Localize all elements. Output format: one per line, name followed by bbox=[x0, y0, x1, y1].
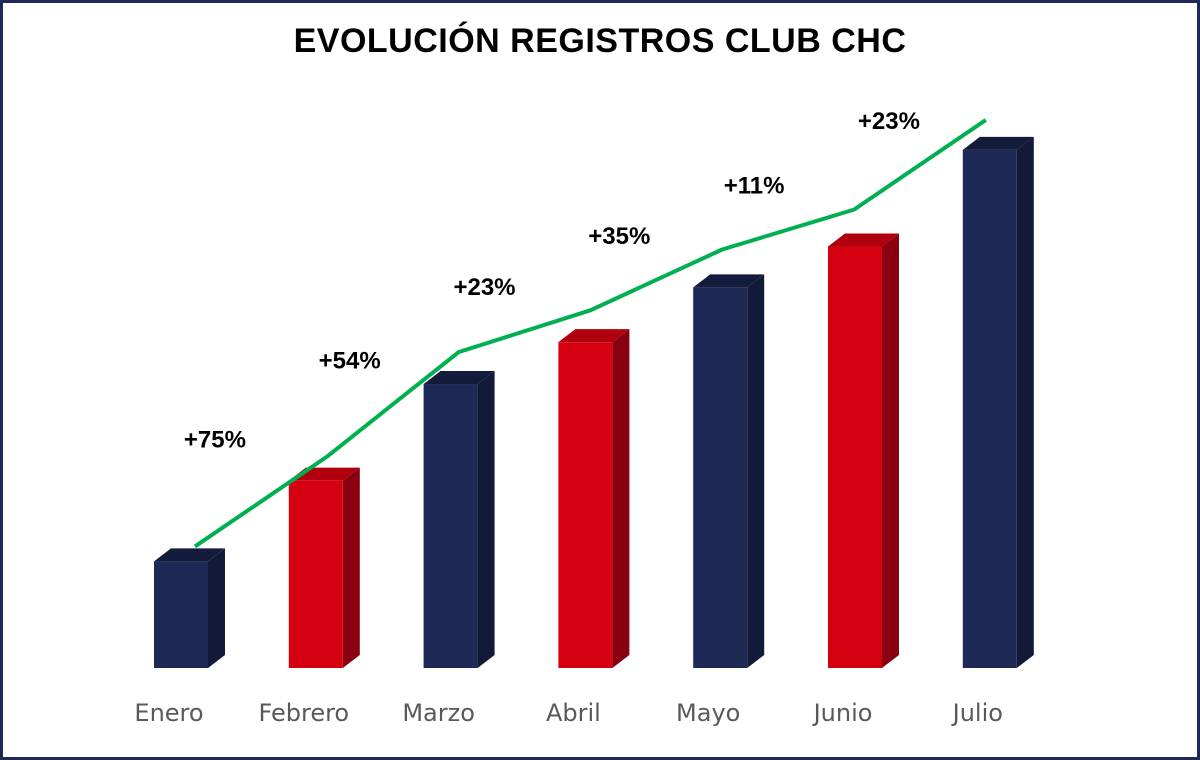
bar-side bbox=[612, 329, 630, 668]
category-labels-group: Enero Febrero Marzo Abril Mayo Junio Julio bbox=[134, 699, 1003, 727]
bar-top bbox=[962, 136, 1034, 150]
bar-top bbox=[154, 548, 225, 562]
bar-enero bbox=[154, 548, 225, 668]
growth-label: +23% bbox=[453, 274, 515, 301]
category-label: Febrero bbox=[258, 699, 349, 727]
bar-side bbox=[1016, 136, 1034, 668]
trend-line bbox=[193, 118, 987, 549]
bar-side bbox=[747, 274, 765, 668]
bar-abril bbox=[558, 329, 630, 668]
bar-front bbox=[962, 149, 1017, 668]
bar-top bbox=[423, 371, 495, 385]
growth-label: +35% bbox=[588, 223, 650, 250]
category-label: Junio bbox=[812, 699, 873, 727]
category-label: Mayo bbox=[676, 699, 740, 727]
bar-top bbox=[828, 233, 899, 247]
growth-label: +54% bbox=[319, 347, 381, 374]
bar-side bbox=[208, 548, 225, 668]
growth-label: +11% bbox=[724, 173, 785, 200]
category-label: Julio bbox=[951, 699, 1003, 727]
bar-front bbox=[154, 561, 208, 668]
bar-front bbox=[423, 384, 478, 668]
bar-front bbox=[558, 342, 613, 668]
bar-top bbox=[558, 329, 630, 343]
bar-junio bbox=[828, 233, 899, 668]
bar-marzo bbox=[423, 371, 495, 668]
bar-top bbox=[693, 274, 765, 288]
bar-side bbox=[342, 467, 360, 668]
bar-front bbox=[828, 246, 882, 668]
bar-front bbox=[693, 287, 748, 668]
growth-label: +75% bbox=[184, 427, 246, 454]
bar-front bbox=[288, 480, 343, 668]
category-label: Marzo bbox=[402, 699, 475, 727]
bar-febrero bbox=[288, 467, 360, 668]
bars-group bbox=[154, 136, 1034, 668]
growth-label: +23% bbox=[858, 108, 920, 135]
bar-julio bbox=[962, 136, 1034, 668]
category-label: Abril bbox=[546, 699, 601, 727]
category-label: Enero bbox=[134, 699, 203, 727]
bar-mayo bbox=[693, 274, 765, 668]
trend-line-group bbox=[193, 118, 987, 549]
growth-labels-group: +75% +54% +23% +35% +11% +23% bbox=[184, 108, 920, 454]
chart-title: EVOLUCIÓN REGISTROS CLUB CHC bbox=[293, 22, 907, 60]
bar-side bbox=[882, 233, 899, 668]
bar-side bbox=[477, 371, 495, 668]
